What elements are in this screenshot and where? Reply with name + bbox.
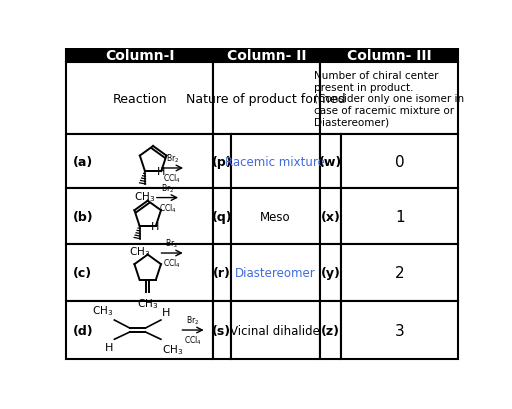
- Text: (y): (y): [321, 266, 340, 279]
- Text: (a): (a): [73, 155, 93, 169]
- Text: CCl$_4$: CCl$_4$: [159, 202, 177, 214]
- Text: CH$_3$: CH$_3$: [134, 190, 156, 204]
- Bar: [342, 189, 458, 244]
- Text: CH$_3$: CH$_3$: [129, 245, 150, 258]
- Text: Column- II: Column- II: [226, 49, 306, 63]
- Text: CCl$_4$: CCl$_4$: [163, 173, 181, 185]
- Text: CH$_3$: CH$_3$: [162, 342, 183, 356]
- Bar: [67, 49, 213, 63]
- Text: (c): (c): [73, 266, 92, 279]
- Text: Vicinal dihalide: Vicinal dihalide: [230, 324, 320, 337]
- Text: Meso: Meso: [260, 210, 290, 223]
- Text: Br$_2$: Br$_2$: [166, 152, 179, 165]
- Text: Nature of product formed: Nature of product formed: [186, 92, 346, 106]
- Bar: [67, 189, 213, 244]
- Text: (z): (z): [321, 324, 340, 337]
- Text: H: H: [162, 307, 170, 317]
- Bar: [320, 63, 458, 135]
- Text: (x): (x): [321, 210, 340, 223]
- Text: 2: 2: [395, 265, 405, 280]
- Text: Reaction: Reaction: [112, 92, 167, 106]
- Bar: [320, 189, 342, 244]
- Bar: [67, 63, 213, 135]
- Bar: [213, 244, 230, 301]
- Text: CCl$_4$: CCl$_4$: [163, 257, 181, 270]
- Text: 1: 1: [395, 209, 405, 224]
- Text: (b): (b): [73, 210, 93, 223]
- Bar: [213, 189, 230, 244]
- Bar: [67, 135, 213, 189]
- Text: 3: 3: [395, 323, 405, 338]
- Bar: [230, 189, 320, 244]
- Text: (w): (w): [319, 155, 342, 169]
- Text: Br$_2$: Br$_2$: [161, 182, 174, 194]
- Text: (d): (d): [73, 324, 93, 337]
- Text: CH$_3$: CH$_3$: [137, 296, 158, 310]
- Text: (p): (p): [211, 155, 232, 169]
- Text: H: H: [157, 166, 165, 177]
- Text: Diastereomer: Diastereomer: [235, 266, 315, 279]
- Bar: [320, 135, 342, 189]
- Bar: [213, 135, 230, 189]
- Text: CH$_3$: CH$_3$: [92, 303, 114, 317]
- Bar: [320, 301, 342, 360]
- Bar: [67, 301, 213, 360]
- Text: Column- III: Column- III: [347, 49, 432, 63]
- Bar: [320, 49, 458, 63]
- Bar: [342, 301, 458, 360]
- Bar: [213, 49, 320, 63]
- Bar: [342, 135, 458, 189]
- Text: Racemic mixture: Racemic mixture: [225, 155, 325, 169]
- Text: CCl$_4$: CCl$_4$: [184, 334, 202, 346]
- Bar: [342, 244, 458, 301]
- Text: 0: 0: [395, 155, 405, 169]
- Text: Br$_2$: Br$_2$: [165, 237, 179, 249]
- Text: (q): (q): [211, 210, 232, 223]
- Bar: [213, 63, 320, 135]
- Text: H: H: [151, 221, 160, 231]
- Bar: [230, 244, 320, 301]
- Text: (r): (r): [213, 266, 230, 279]
- Bar: [230, 301, 320, 360]
- Bar: [320, 244, 342, 301]
- Bar: [230, 135, 320, 189]
- Bar: [213, 301, 230, 360]
- Text: H: H: [105, 342, 114, 353]
- Text: (s): (s): [212, 324, 231, 337]
- Bar: [67, 244, 213, 301]
- Text: Br$_2$: Br$_2$: [186, 314, 200, 326]
- Text: Column-I: Column-I: [105, 49, 174, 63]
- Text: Number of chiral center
present in product.
(Consider only one isomer in
case of: Number of chiral center present in produ…: [314, 71, 464, 127]
